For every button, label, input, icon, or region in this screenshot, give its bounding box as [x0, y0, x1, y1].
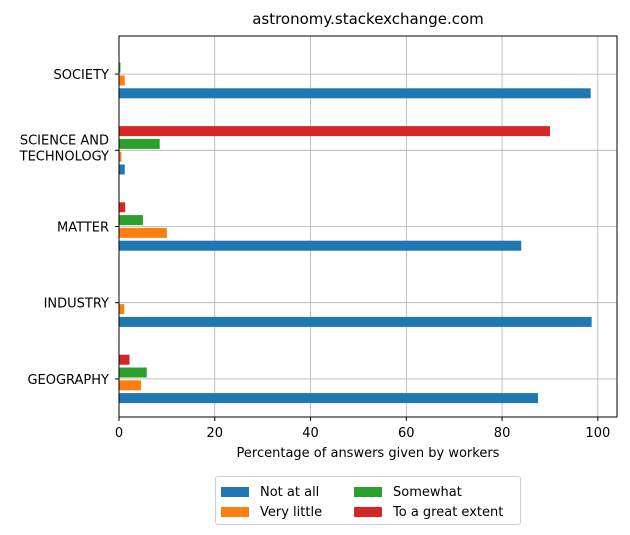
legend-label: To a great extent	[393, 504, 504, 520]
bar	[119, 354, 130, 365]
bar	[119, 164, 125, 175]
x-tick-label: 20	[206, 426, 223, 441]
bar	[119, 393, 538, 404]
bar	[119, 62, 121, 73]
bar	[119, 304, 125, 315]
legend-swatch	[221, 487, 249, 497]
bar	[119, 202, 126, 213]
legend-item-to-a-great-extent: To a great extent	[354, 503, 503, 521]
x-axis: 0 20 40 60 80 100	[115, 417, 610, 441]
legend-swatch	[354, 507, 382, 517]
legend-label: Very little	[260, 504, 323, 520]
y-tick-label: SOCIETY	[54, 68, 110, 83]
grid	[118, 36, 617, 417]
legend-swatch	[354, 487, 382, 497]
bar	[119, 367, 147, 378]
chart-title: astronomy.stackexchange.com	[252, 10, 484, 28]
y-tick-label: MATTER	[57, 221, 109, 236]
legend-swatch	[221, 507, 249, 517]
legend-item-very-little: Very little	[221, 503, 322, 521]
x-tick-label: 80	[494, 426, 511, 441]
bar	[119, 215, 143, 226]
bar	[119, 126, 550, 137]
bar	[119, 240, 522, 251]
y-axis: GEOGRAPHY INDUSTRY MATTER SCIENCE AND TECHNO…	[19, 68, 119, 388]
bar	[119, 151, 122, 162]
bar	[119, 75, 125, 86]
legend-label: Not at all	[260, 484, 320, 500]
x-tick-label: 0	[115, 426, 123, 441]
legend: Not at all Somewhat Very little To a gre…	[215, 476, 521, 525]
y-tick-label-line: TECHNOLOGY	[19, 149, 109, 164]
bar	[119, 380, 142, 391]
x-tick-label: 100	[585, 426, 610, 441]
x-axis-label: Percentage of answers given by workers	[237, 446, 500, 461]
bar	[119, 227, 167, 238]
y-tick-label: INDUSTRY	[44, 297, 109, 312]
legend-item-not-at-all: Not at all	[221, 483, 319, 501]
y-tick-label: SCIENCE AND TECHNOLOGY	[19, 133, 109, 164]
y-tick-label-line: SCIENCE AND	[20, 133, 109, 148]
bar	[119, 138, 160, 149]
bar	[119, 88, 591, 99]
y-tick-label: GEOGRAPHY	[27, 373, 109, 388]
legend-item-somewhat: Somewhat	[354, 483, 462, 501]
x-tick-label: 40	[302, 426, 319, 441]
x-tick-label: 60	[398, 426, 415, 441]
legend-label: Somewhat	[393, 484, 462, 500]
bar	[119, 316, 592, 327]
bars	[119, 62, 592, 404]
